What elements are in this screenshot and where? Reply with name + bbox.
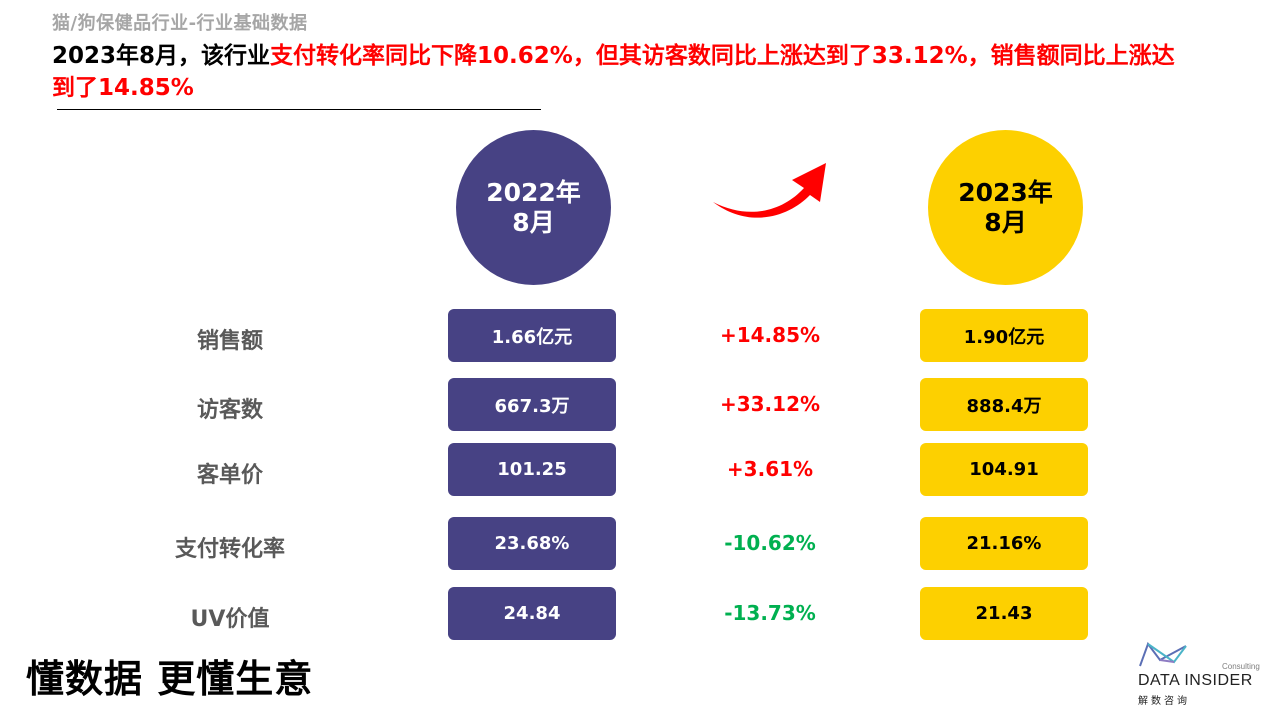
metric-change-conversion: -10.62% bbox=[724, 531, 816, 555]
metric-2022-conversion: 23.68% bbox=[448, 517, 616, 570]
category-title: 猫/狗保健品行业-行业基础数据 bbox=[52, 13, 308, 34]
metric-label-uv-value: UV价值 bbox=[190, 607, 270, 632]
metric-2023-avg-order: 104.91 bbox=[920, 443, 1088, 496]
metric-2023-uv-value: 21.43 bbox=[920, 587, 1088, 640]
metric-2022-uv-value: 24.84 bbox=[448, 587, 616, 640]
metric-change-avg-order: +3.61% bbox=[726, 457, 814, 481]
metric-change-visitors: +33.12% bbox=[719, 392, 821, 416]
metric-label-sales: 销售额 bbox=[196, 329, 263, 354]
metric-label-visitors: 访客数 bbox=[196, 398, 263, 423]
metric-change-sales: +14.85% bbox=[719, 323, 821, 347]
data-insider-logo-icon bbox=[1139, 641, 1187, 667]
period-2022-circle: 2022年 8月 bbox=[456, 130, 611, 285]
period-2023-month: 8月 bbox=[984, 207, 1027, 237]
headline: 2023年8月，该行业支付转化率同比下降10.62%，但其访客数同比上涨达到了3… bbox=[52, 40, 1192, 104]
headline-underline bbox=[57, 109, 541, 110]
headline-red-text: 支付转化率同比下降10.62%，但其访客数同比上涨达到了33.12%，销售额同比… bbox=[52, 43, 1175, 101]
metric-label-avg-order: 客单价 bbox=[196, 463, 263, 488]
logo-name-text: DATA INSIDER bbox=[1138, 672, 1253, 689]
headline-black-text: 2023年8月，该行业 bbox=[52, 43, 271, 69]
slogan: 懂数据 更懂生意 bbox=[26, 657, 314, 701]
metric-2023-conversion: 21.16% bbox=[920, 517, 1088, 570]
curved-arrow-up-right-icon bbox=[713, 163, 826, 218]
metric-2023-visitors: 888.4万 bbox=[920, 378, 1088, 431]
logo-consulting-text: Consulting bbox=[1222, 662, 1260, 671]
metric-2023-sales: 1.90亿元 bbox=[920, 309, 1088, 362]
metric-label-conversion: 支付转化率 bbox=[174, 537, 285, 562]
metric-2022-visitors: 667.3万 bbox=[448, 378, 616, 431]
metric-change-uv-value: -13.73% bbox=[724, 601, 816, 625]
logo-cn-text: 解数咨询 bbox=[1138, 696, 1190, 707]
period-2022-year: 2022年 bbox=[486, 177, 581, 207]
period-2022-month: 8月 bbox=[512, 207, 555, 237]
metric-2022-sales: 1.66亿元 bbox=[448, 309, 616, 362]
data-insider-logo: Consulting DATA INSIDER 解数咨询 bbox=[1136, 638, 1266, 712]
period-2023-circle: 2023年 8月 bbox=[928, 130, 1083, 285]
period-2023-year: 2023年 bbox=[958, 177, 1053, 207]
metric-2022-avg-order: 101.25 bbox=[448, 443, 616, 496]
